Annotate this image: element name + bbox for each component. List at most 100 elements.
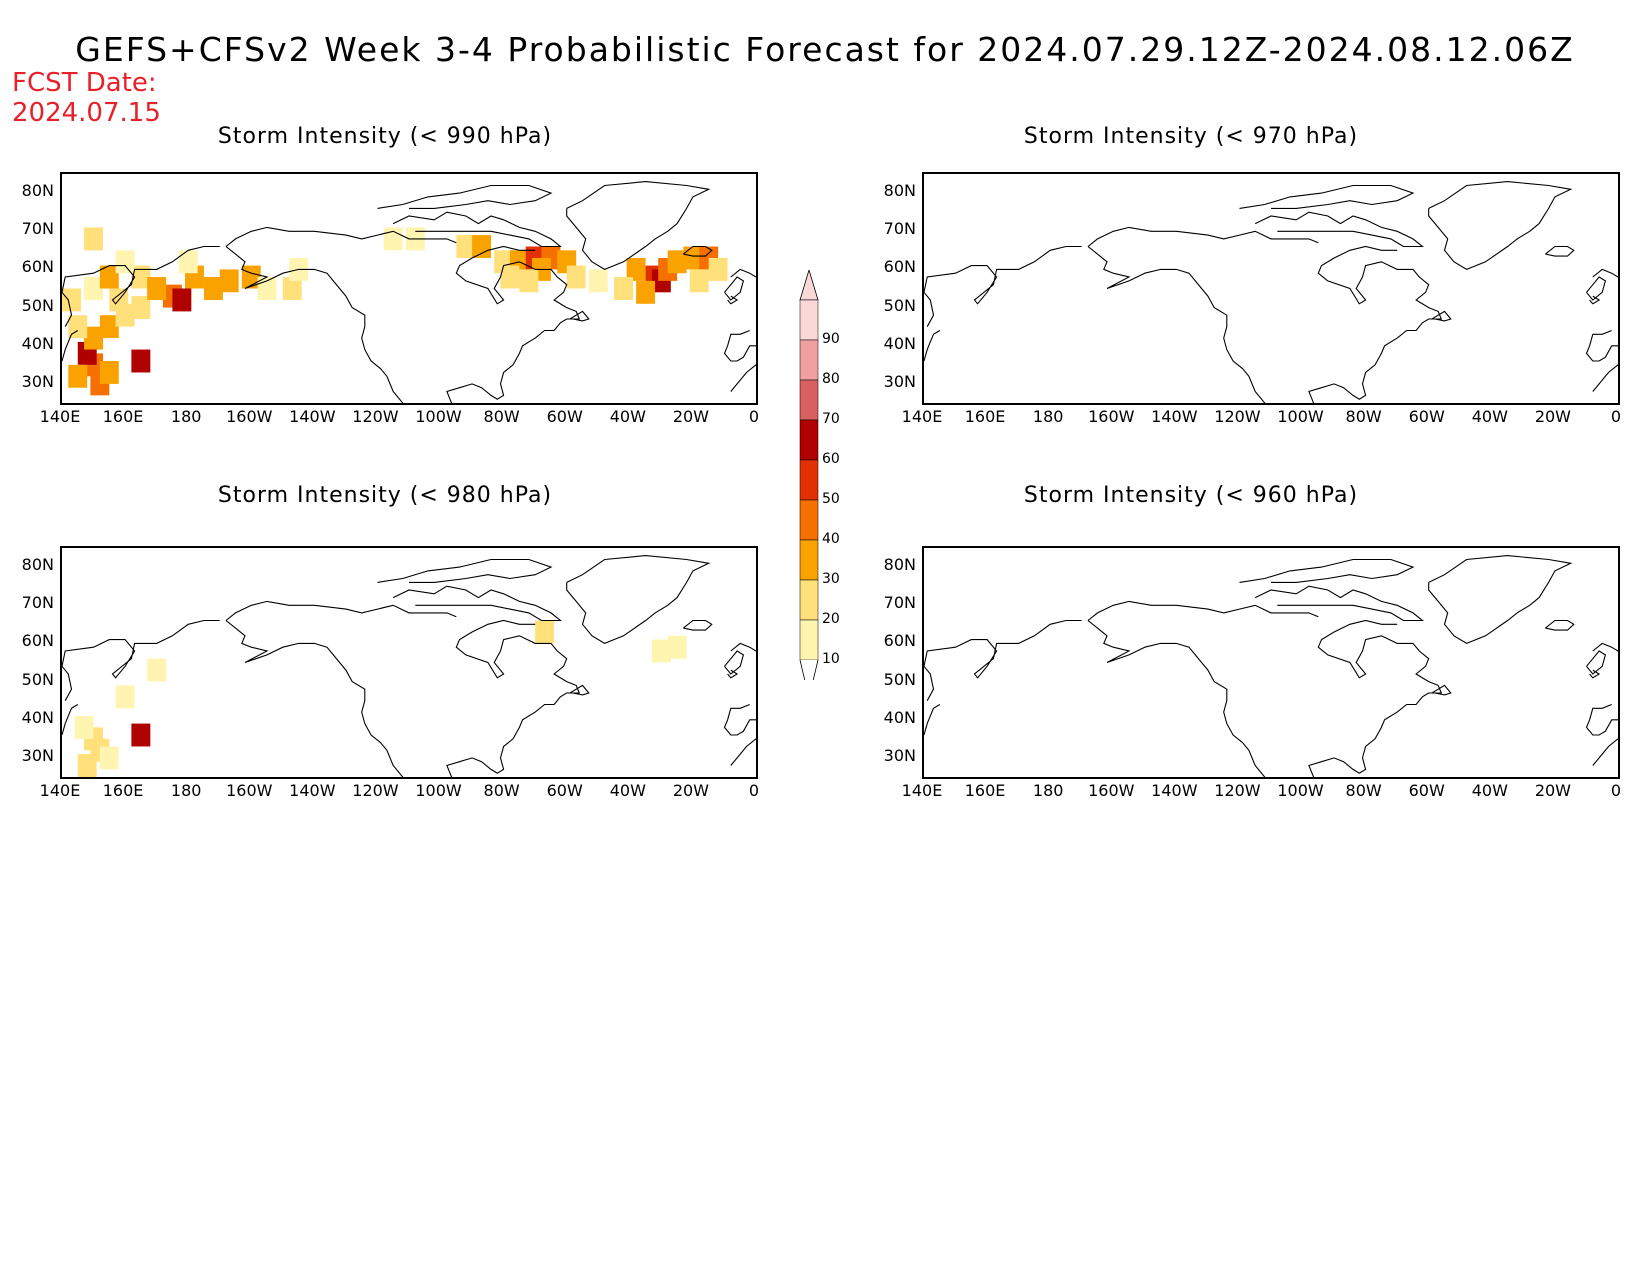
- longitude-tick-label: 60W: [546, 781, 583, 800]
- coastline: [1589, 295, 1601, 305]
- probability-cell: [667, 635, 687, 659]
- coastline: [683, 619, 713, 631]
- longitude-tick-label: 100W: [415, 781, 462, 800]
- panel-title-970: Storm Intensity (< 970 hPa): [1023, 124, 1359, 149]
- probability-cell: [683, 246, 703, 270]
- colorbar-level-label: 40: [822, 531, 840, 547]
- main-title: GEFS+CFSv2 Week 3-4 Probabilistic Foreca…: [75, 30, 1575, 69]
- coastline: [1592, 642, 1618, 652]
- coastline: [1087, 600, 1319, 621]
- coastline: [225, 246, 404, 403]
- probability-cell: [68, 364, 88, 388]
- latitude-tick-label: 80N: [883, 181, 916, 201]
- panel-title-960: Storm Intensity (< 960 hPa): [1023, 483, 1359, 508]
- coastline: [392, 585, 562, 622]
- probability-cell: [178, 250, 198, 274]
- latitude-tick-label: 70N: [21, 219, 54, 239]
- coastline: [1239, 184, 1415, 209]
- coastline: [62, 330, 79, 362]
- probability-cell: [131, 723, 151, 747]
- coastline: [727, 295, 739, 305]
- latitude-tick-label: 30N: [21, 371, 54, 391]
- longitude-tick-label: 160E: [964, 781, 1006, 800]
- colorbar-level-label: 50: [822, 491, 840, 507]
- coastline: [730, 642, 756, 652]
- map-svg: [924, 181, 1618, 403]
- longitude-tick-label: 160W: [1088, 407, 1135, 426]
- probability-cell: [566, 265, 586, 289]
- coastline: [1592, 268, 1618, 278]
- longitude-tick-label: 80W: [483, 407, 520, 426]
- colorbar-level-label: 60: [822, 451, 840, 467]
- latitude-tick-label: 80N: [21, 555, 54, 575]
- coastline: [569, 684, 590, 696]
- latitude-tick-label: 40N: [883, 333, 916, 353]
- coastline: [1431, 310, 1452, 322]
- coastline: [683, 245, 713, 257]
- longitude-tick-label: 140E: [39, 781, 81, 800]
- probability-cell: [626, 257, 646, 281]
- map-svg: [62, 555, 756, 777]
- panel-title-990: Storm Intensity (< 990 hPa): [217, 124, 553, 149]
- longitude-tick-label: 40W: [1471, 781, 1508, 800]
- probability-cell: [84, 277, 104, 300]
- map-panel-990: [60, 172, 758, 405]
- coastline: [1308, 245, 1443, 403]
- forecast-date-value: 2024.07.15: [12, 98, 161, 128]
- latitude-tick-label: 30N: [21, 745, 54, 765]
- latitude-tick-label: 40N: [21, 333, 54, 353]
- coastline: [1586, 276, 1607, 301]
- longitude-tick-label: 180: [170, 781, 202, 800]
- probability-cell: [68, 315, 88, 339]
- coastline: [1254, 211, 1424, 248]
- longitude-tick-label: 140W: [289, 407, 336, 426]
- coastline: [62, 704, 79, 736]
- probability-cell: [708, 257, 728, 281]
- probability-cell: [115, 685, 135, 709]
- latitude-tick-label: 70N: [883, 219, 916, 239]
- coastline: [1592, 738, 1618, 766]
- probability-cell: [131, 265, 151, 289]
- colorbar-level-label: 10: [822, 651, 840, 667]
- probability-cell: [147, 277, 167, 300]
- colorbar-bottom-arrow: [799, 659, 819, 680]
- longitude-tick-label: 80W: [1345, 781, 1382, 800]
- probability-cell: [535, 620, 555, 644]
- probability-cell: [131, 296, 151, 320]
- latitude-tick-label: 50N: [21, 295, 54, 315]
- longitude-tick-label: 20W: [1534, 781, 1571, 800]
- coastline: [1589, 669, 1601, 679]
- probability-cell: [651, 639, 671, 663]
- map-panel-970: [922, 172, 1620, 405]
- probability-cell: [99, 265, 119, 289]
- coastline: [1592, 364, 1618, 392]
- longitude-tick-label: 40W: [1471, 407, 1508, 426]
- probability-cell: [614, 277, 633, 300]
- colorbar-segment: [799, 339, 819, 381]
- probability-cell: [84, 227, 104, 251]
- coastline: [724, 650, 745, 675]
- longitude-tick-label: 120W: [1214, 781, 1261, 800]
- coastline: [730, 364, 756, 392]
- coastline: [924, 704, 941, 736]
- colorbar-segment: [799, 299, 819, 341]
- colorbar-level-label: 20: [822, 611, 840, 627]
- longitude-tick-label: 160E: [102, 407, 144, 426]
- probability-cell: [203, 277, 223, 300]
- longitude-tick-label: 0: [748, 407, 760, 426]
- latitude-tick-label: 40N: [21, 707, 54, 727]
- longitude-tick-label: 20W: [1534, 407, 1571, 426]
- probability-cell: [84, 326, 104, 350]
- colorbar-segment: [799, 379, 819, 421]
- coastline: [1428, 555, 1573, 645]
- longitude-tick-label: 120W: [352, 781, 399, 800]
- probability-cell: [99, 361, 119, 384]
- longitude-tick-label: 120W: [1214, 407, 1261, 426]
- map-svg: [62, 181, 756, 403]
- coastline: [1431, 684, 1452, 696]
- coastline: [225, 620, 404, 777]
- coastline: [1087, 226, 1319, 247]
- latitude-tick-label: 30N: [883, 745, 916, 765]
- map-panel-980: [60, 546, 758, 779]
- coastline: [1545, 245, 1575, 257]
